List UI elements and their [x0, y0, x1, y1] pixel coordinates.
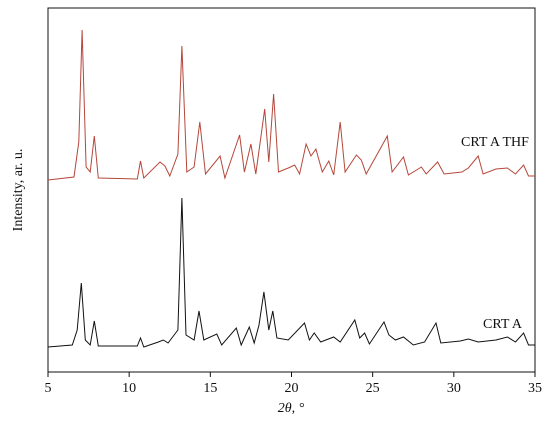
x-tick-label: 35	[528, 381, 542, 396]
x-tick-label: 5	[45, 381, 52, 396]
series-line	[47, 29, 535, 181]
x-tick-label: 20	[285, 381, 299, 396]
x-tick-label: 15	[203, 381, 217, 396]
y-axis-label: Intensity, ar. u.	[11, 149, 26, 232]
series-line	[47, 197, 535, 348]
x-axis-label: 2θ, °	[278, 401, 305, 416]
x-tick-label: 30	[447, 381, 461, 396]
series-label: CRT A	[483, 317, 523, 332]
x-tick-label: 25	[366, 381, 380, 396]
plot-frame	[47, 7, 536, 373]
series-label: CRT A THF	[461, 135, 529, 150]
x-tick-label: 10	[122, 381, 136, 396]
